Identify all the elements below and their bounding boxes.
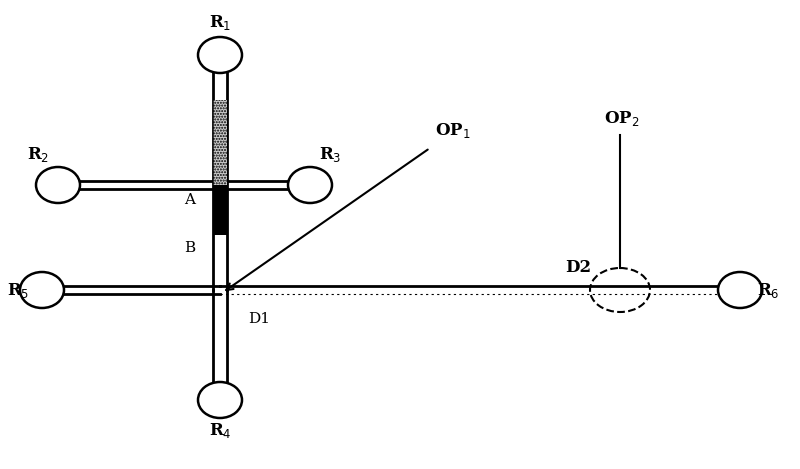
Ellipse shape: [36, 167, 80, 203]
Bar: [213, 100, 227, 185]
Text: D1: D1: [248, 312, 270, 326]
Text: OP$_2$: OP$_2$: [604, 108, 640, 128]
Ellipse shape: [288, 167, 332, 203]
Text: R$_4$: R$_4$: [209, 421, 231, 439]
Bar: [213, 185, 227, 235]
Ellipse shape: [198, 37, 242, 73]
Text: B: B: [184, 241, 195, 255]
Text: R$_6$: R$_6$: [757, 280, 779, 300]
Text: R$_2$: R$_2$: [27, 145, 49, 165]
Text: R$_1$: R$_1$: [209, 13, 231, 31]
Text: R$_5$: R$_5$: [7, 280, 29, 300]
Ellipse shape: [718, 272, 762, 308]
Ellipse shape: [20, 272, 64, 308]
Ellipse shape: [198, 382, 242, 418]
Text: R$_3$: R$_3$: [318, 145, 342, 165]
Text: A: A: [184, 193, 195, 207]
Text: D2: D2: [565, 259, 591, 277]
Text: OP$_1$: OP$_1$: [435, 121, 470, 139]
